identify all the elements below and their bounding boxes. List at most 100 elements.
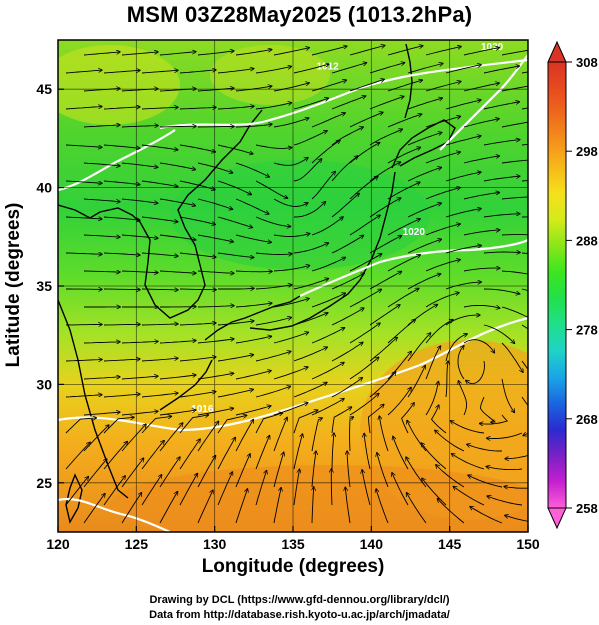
streamline — [401, 403, 415, 434]
streamline — [445, 136, 481, 146]
streamline — [121, 424, 146, 452]
streamline — [387, 388, 411, 416]
streamline — [103, 216, 140, 220]
streamline — [377, 453, 389, 488]
streamline — [501, 378, 514, 412]
streamline — [501, 49, 528, 56]
streamline — [255, 413, 283, 434]
coast-taiwan — [65, 473, 83, 524]
streamline — [331, 273, 364, 290]
streamline — [197, 373, 234, 380]
streamline — [235, 336, 271, 344]
streamline — [463, 193, 499, 200]
streamline — [407, 133, 442, 146]
streamline — [421, 443, 447, 470]
isobar-label: 1020 — [403, 227, 426, 238]
colorbar-body — [547, 61, 567, 509]
streamline — [311, 328, 345, 344]
streamline — [463, 156, 499, 164]
streamline — [350, 417, 354, 452]
streamline — [218, 288, 254, 289]
streamline — [255, 351, 291, 362]
coast-japan-honshu — [249, 171, 396, 331]
streamline — [480, 414, 509, 424]
streamline — [217, 252, 254, 258]
streamline — [425, 346, 441, 380]
streamline — [141, 324, 178, 325]
colorbar-tick-label: 268 — [576, 412, 598, 427]
streamline — [425, 382, 438, 416]
streamline — [425, 293, 459, 308]
streamline — [311, 418, 322, 452]
streamline — [345, 487, 351, 524]
streamline — [255, 471, 267, 506]
streamline — [387, 288, 419, 308]
streamline — [331, 96, 366, 110]
streamline — [255, 67, 291, 74]
streamline — [159, 198, 195, 206]
streamline — [197, 306, 234, 307]
warm-region-north — [210, 45, 330, 105]
streamline — [349, 176, 378, 200]
streamline — [217, 389, 253, 398]
streamline — [364, 434, 371, 470]
streamline — [235, 489, 248, 524]
streamline — [217, 216, 252, 228]
streamline — [121, 162, 158, 167]
streamline — [331, 308, 364, 326]
streamline — [103, 180, 140, 185]
streamline — [179, 439, 200, 470]
coast-china-south — [58, 299, 129, 499]
streamline — [425, 224, 460, 236]
streamline — [369, 236, 402, 254]
streamline — [83, 162, 120, 166]
streamlines — [65, 46, 528, 524]
x-tick-label: 135 — [281, 536, 305, 552]
streamline — [103, 476, 125, 506]
streamline — [121, 376, 158, 380]
streamline — [179, 474, 197, 506]
streamline — [83, 494, 105, 524]
colorbar-tick-label: 258 — [576, 501, 598, 516]
streamline — [311, 258, 345, 272]
streamline — [103, 394, 140, 398]
streamline — [463, 48, 499, 56]
streamline — [103, 359, 140, 361]
coast-ryukyu — [159, 359, 213, 411]
streamline — [179, 252, 216, 257]
streamline — [445, 334, 467, 362]
streamline — [407, 98, 442, 110]
streamline — [273, 198, 308, 207]
streamline — [273, 83, 309, 92]
streamline — [483, 102, 519, 110]
streamline — [311, 46, 347, 56]
streamline — [179, 289, 216, 290]
streamline — [463, 119, 499, 128]
streamline — [501, 196, 528, 200]
isobar-label: 1020 — [481, 42, 504, 53]
streamline — [83, 425, 109, 452]
streamline — [83, 234, 120, 237]
streamline — [141, 70, 178, 74]
streamline — [159, 270, 196, 273]
streamline — [179, 70, 216, 74]
streamline — [179, 415, 209, 434]
streamline — [217, 106, 254, 110]
streamline — [387, 114, 422, 128]
streamline — [255, 318, 291, 326]
streamline — [504, 487, 528, 489]
streamline — [217, 472, 232, 506]
streamline — [141, 416, 172, 434]
colorbar: 258 268 278 288 298 308 — [547, 40, 598, 530]
streamline — [179, 216, 215, 224]
streamline — [255, 386, 290, 398]
streamline — [463, 230, 500, 236]
streamline — [311, 172, 335, 200]
isobar-1016 — [58, 316, 528, 432]
streamline — [103, 252, 140, 255]
streamline — [311, 113, 345, 128]
streamline — [197, 198, 233, 209]
streamline — [103, 324, 140, 325]
streamline — [349, 289, 381, 308]
